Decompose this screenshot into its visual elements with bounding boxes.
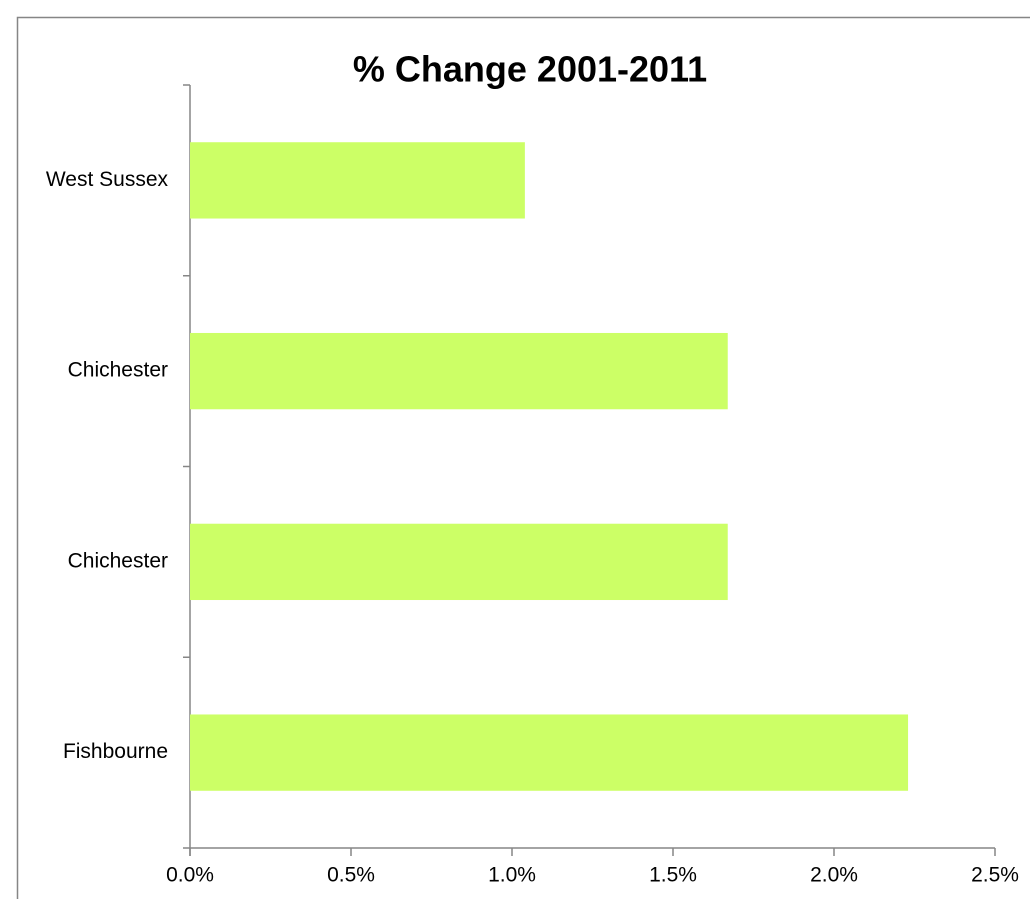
x-tick-label: 2.5% (971, 864, 1019, 887)
x-tick-label: 1.0% (488, 864, 536, 887)
y-tick-label: West Sussex (46, 168, 169, 191)
bar (190, 332, 728, 410)
bar (190, 142, 525, 219)
x-tick-label: 0.5% (327, 864, 375, 887)
y-tick-label: Chichester (68, 549, 168, 572)
bar (190, 714, 909, 791)
bar (190, 523, 728, 601)
chart-title: % Change 2001-2011 (353, 49, 707, 90)
x-tick-label: 0.0% (166, 864, 214, 887)
y-tick-label: Fishbourne (63, 740, 168, 763)
y-tick-label: Chichester (68, 359, 168, 382)
x-tick-label: 1.5% (649, 864, 697, 887)
x-tick-label: 2.0% (810, 864, 858, 887)
